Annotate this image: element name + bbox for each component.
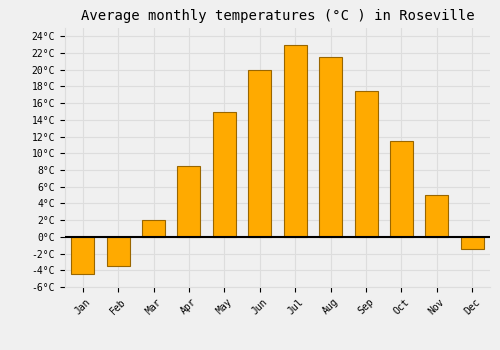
Bar [106, 237, 130, 266]
Bar [248, 70, 272, 237]
Bar [213, 112, 236, 237]
Bar [284, 45, 306, 237]
Bar [426, 195, 448, 237]
Bar [319, 57, 342, 237]
Title: Average monthly temperatures (°C ) in Roseville: Average monthly temperatures (°C ) in Ro… [80, 9, 474, 23]
Bar [354, 91, 378, 237]
Bar [461, 237, 484, 250]
Bar [142, 220, 165, 237]
Bar [71, 237, 94, 274]
Bar [390, 141, 413, 237]
Bar [178, 166, 201, 237]
